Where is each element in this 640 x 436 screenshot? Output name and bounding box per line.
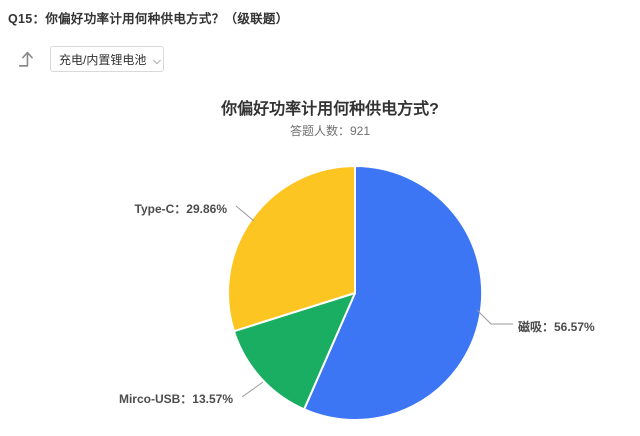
level-up-arrow-icon [16, 47, 38, 71]
slice-label-magnetic: 磁吸：56.57% [518, 320, 595, 334]
pie-chart [225, 163, 485, 423]
cascade-dropdown-value: 充电/内置锂电池 [59, 52, 147, 67]
cascade-dropdown[interactable]: 充电/内置锂电池 [50, 46, 164, 72]
chevron-down-icon [152, 54, 162, 65]
respondents-count: 答题人数：921 [289, 124, 371, 138]
slice-label-typec: Type-C：29.86% [134, 202, 227, 216]
cascade-filter-row: 充电/内置锂电池 [16, 46, 164, 72]
chart-title: 你偏好功率计用何种供电方式? [221, 101, 439, 118]
question-header: Q15：你偏好功率计用何种供电方式？（级联题） [8, 12, 289, 26]
pie-svg[interactable] [225, 163, 485, 423]
slice-label-microusb: Mirco-USB：13.57% [118, 392, 233, 406]
